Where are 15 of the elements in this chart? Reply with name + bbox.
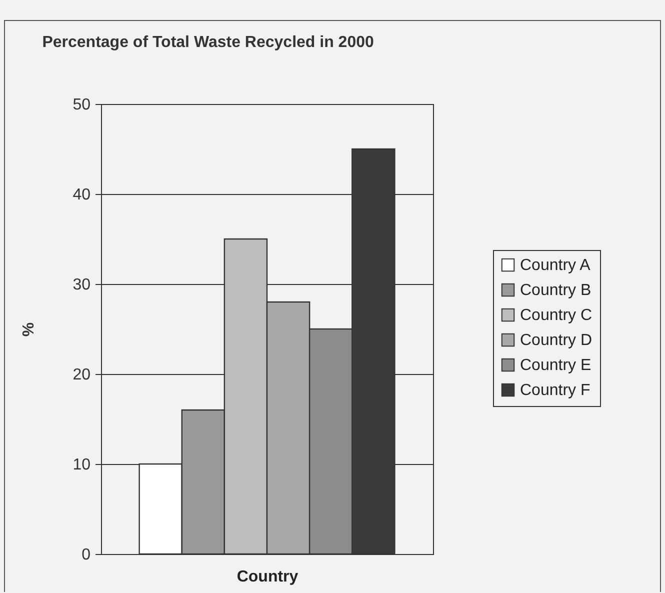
y-tick-label: 30 — [72, 276, 91, 294]
legend-label: Country B — [520, 282, 592, 299]
y-tick-label: 40 — [72, 186, 91, 204]
legend-label: Country A — [520, 257, 591, 274]
legend-label: Country E — [520, 357, 592, 374]
legend-label: Country D — [520, 332, 592, 349]
y-axis-title: % — [20, 322, 38, 337]
y-tick-label: 10 — [72, 456, 91, 474]
y-tick-label: 0 — [82, 546, 91, 564]
chart-title: Percentage of Total Waste Recycled in 2000 — [42, 34, 374, 51]
y-tick-label: 20 — [72, 366, 91, 384]
x-axis-title: Country — [236, 568, 298, 586]
legend-label: Country F — [520, 382, 590, 399]
y-tick-label: 50 — [72, 96, 91, 114]
legend-label: Country C — [520, 307, 592, 324]
